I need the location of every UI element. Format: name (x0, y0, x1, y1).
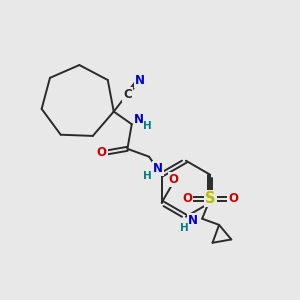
Text: O: O (182, 192, 192, 205)
Text: C: C (123, 88, 132, 101)
Text: N: N (153, 162, 163, 175)
Text: N: N (135, 74, 146, 87)
Text: H: H (180, 223, 188, 233)
Text: N: N (134, 113, 144, 126)
Text: N: N (188, 214, 198, 227)
Text: H: H (143, 121, 152, 131)
Text: O: O (97, 146, 107, 159)
Text: O: O (228, 192, 238, 205)
Text: O: O (169, 173, 179, 186)
Text: H: H (143, 171, 152, 181)
Text: S: S (205, 191, 215, 206)
